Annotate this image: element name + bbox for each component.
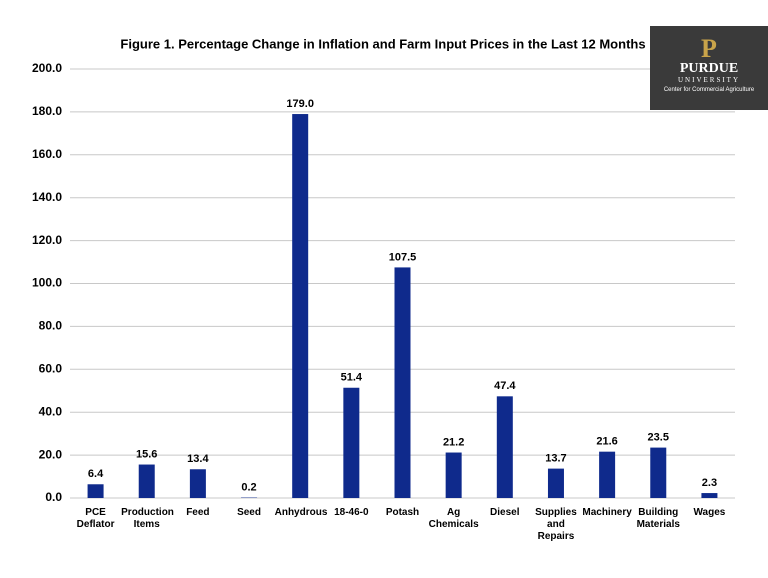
y-tick-label: 80.0 [39,319,63,333]
x-tick-label: Building Materials [636,507,680,530]
y-tick-label: 180.0 [32,104,62,118]
bar [343,387,360,498]
bar [138,464,155,498]
y-tick-label: 60.0 [39,361,63,375]
value-label: 15.6 [136,448,157,460]
bar [650,447,667,498]
logo-name: PURDUE [679,61,739,76]
bar [701,493,718,498]
bar [496,396,513,498]
value-label: 21.6 [596,436,617,448]
x-tick-label: Wages [693,507,726,518]
bar [292,114,309,499]
logo-subname: UNIVERSITY [678,76,740,84]
x-tick-label: Feed [186,507,210,518]
bar [445,452,462,498]
bar [189,469,206,498]
value-label: 13.7 [545,453,566,465]
x-tick-label: PCE Deflator [76,507,115,530]
x-tick-label: Production Items [121,507,174,530]
value-label: 0.2 [241,481,256,493]
bar [87,484,104,498]
x-tick-label: 18-46-0 [334,507,369,518]
value-label: 13.4 [187,453,209,465]
x-tick-label: Diesel [490,507,520,518]
bar [394,267,411,498]
y-tick-label: 20.0 [39,447,63,461]
y-tick-label: 160.0 [32,147,62,161]
x-tick-label: Seed [237,507,261,518]
x-tick-label: Ag Chemicals [428,507,479,530]
x-tick-label: Potash [385,507,420,518]
bar [547,468,564,498]
y-tick-label: 120.0 [32,233,62,247]
value-label: 179.0 [286,98,314,110]
x-tick-label: Supplies and Repairs [535,507,577,542]
logo: P PURDUE UNIVERSITY Center for Commercia… [650,26,768,110]
value-label: 47.4 [494,380,516,392]
y-tick-label: 200.0 [32,61,62,75]
y-tick-label: 100.0 [32,276,62,290]
value-label: 107.5 [389,251,417,263]
value-label: 2.3 [702,477,717,489]
value-label: 51.4 [341,372,363,384]
x-tick-label: Machinery [582,507,632,518]
y-tick-label: 0.0 [45,490,62,504]
value-label: 21.2 [443,436,464,448]
y-tick-label: 140.0 [32,190,62,204]
logo-mark: P [701,34,717,63]
bar [599,451,616,498]
x-tick-label: Anhydrous [274,507,328,518]
chart-title: Figure 1. Percentage Change in Inflation… [120,36,645,51]
value-label: 6.4 [88,468,104,480]
logo-caption: Center for Commercial Agriculture [663,87,755,93]
y-tick-label: 40.0 [39,404,63,418]
value-label: 23.5 [648,431,669,443]
